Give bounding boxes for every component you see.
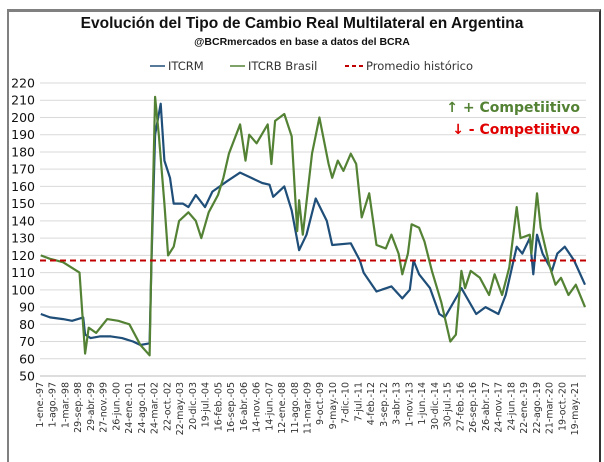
x-tick-label: 22-ago.-19 [532, 382, 543, 434]
x-tick-label: 29-abr.-99 [86, 382, 97, 431]
y-axis: 50 60 70 80 90 100 110 120 130 140 150 160 170 180 190… [11, 76, 35, 384]
y-tick-label: 220 [11, 76, 35, 91]
chart-subtitle: @BCRmercados en base a datos del BCRA [194, 36, 410, 48]
x-tick-label: 24-nov.-17 [494, 382, 505, 433]
x-tick-label: 19-may.-21 [570, 382, 581, 435]
x-tick-label: 20-dic.-03 [188, 382, 199, 430]
x-tick-label: 26-sep.-16 [468, 382, 479, 433]
x-tick-label: 3-abr.-13 [392, 382, 403, 425]
chart: Evolución del Tipo de Cambio Real Multil… [11, 15, 587, 435]
x-tick-label: 11-ago.-08 [290, 382, 301, 434]
y-tick-label: 170 [11, 162, 35, 177]
x-tick-label: 26-jun.-00 [111, 382, 122, 431]
y-tick-label: 130 [11, 231, 35, 246]
annotation-less-competitive: ↓ - Competiitivo [452, 122, 580, 138]
x-tick-label: 16-sep.-05 [226, 382, 237, 433]
x-tick-label: 9-oct.-09 [315, 382, 326, 425]
legend-label: Promedio histórico [366, 59, 473, 73]
x-tick-label: 26-abr.-17 [481, 382, 492, 431]
x-tick-label: 24-jun.-18 [506, 382, 517, 431]
y-tick-label: 90 [19, 300, 35, 315]
y-tick-label: 180 [11, 144, 35, 159]
x-tick-label: 16-abr.-06 [239, 382, 250, 431]
x-tick-label: 30-jul.-15 [443, 382, 454, 427]
x-tick-label: 16-feb.-05 [213, 382, 224, 431]
chart-title: Evolución del Tipo de Cambio Real Multil… [81, 15, 524, 32]
x-axis: 1-ene.-97 1-ago.-97 1-mar.-98 29-sep.-98 29-… [35, 382, 581, 435]
x-tick-label: 27-nov.-99 [99, 382, 110, 433]
annotation-more-competitive: ↑ + Competiitivo [446, 100, 580, 116]
y-tick-label: 160 [11, 179, 35, 194]
x-tick-label: 12-ene.-08 [277, 382, 288, 434]
y-tick-label: 80 [19, 317, 35, 332]
x-tick-label: 24-mar.-02 [150, 382, 161, 434]
legend-label: ITCRB Brasil [248, 59, 317, 73]
x-tick-label: 1-nov.-13 [404, 382, 415, 427]
y-tick-label: 70 [19, 334, 35, 349]
x-tick-label: 1-ene.-97 [35, 382, 46, 428]
chart-frame [7, 9, 601, 462]
legend-label: ITCRM [168, 59, 204, 73]
y-tick-label: 50 [19, 369, 35, 384]
x-tick-label: 7-dic.-10 [341, 382, 352, 424]
y-tick-label: 60 [19, 351, 35, 366]
series-lines [40, 95, 587, 357]
x-tick-label: 22-oct.-02 [162, 382, 173, 431]
x-tick-label: 14-nov.-06 [252, 382, 263, 433]
x-tick-label: 24-ago.-01 [137, 382, 148, 434]
x-tick-label: 1-mar.-98 [60, 382, 71, 428]
y-tick-label: 150 [11, 196, 35, 211]
y-tick-label: 110 [11, 265, 35, 280]
x-tick-label: 7-jul.-11 [353, 382, 364, 421]
x-tick-label: 1-jun.-14 [417, 382, 428, 425]
x-tick-label: 3-sep.-12 [379, 382, 390, 427]
y-tick-label: 100 [11, 282, 35, 297]
x-tick-label: 30-dic.-14 [430, 382, 441, 430]
x-tick-label: 21-mar.-20 [545, 382, 556, 434]
x-tick-label: 22-ene.-19 [519, 382, 530, 434]
x-tick-label: 19-jul.-04 [201, 382, 212, 427]
x-tick-label: 19-oct.-20 [557, 382, 568, 431]
x-tick-label: 24-ene.-01 [124, 382, 135, 434]
x-tick-label: 4-feb.-12 [366, 382, 377, 425]
x-tick-label: 27-feb.-16 [455, 382, 466, 431]
series-line-itcrb-brasil [40, 95, 587, 357]
x-tick-label: 29-sep.-98 [73, 382, 84, 433]
x-tick-label: 1-ago.-97 [48, 382, 59, 428]
legend: ITCRM ITCRB Brasil Promedio histórico [150, 59, 473, 73]
series-line-itcrm [40, 102, 587, 347]
y-tick-label: 190 [11, 127, 35, 142]
x-tick-label: 14-jun.-07 [264, 382, 275, 431]
y-tick-label: 210 [11, 93, 35, 108]
y-tick-label: 120 [11, 248, 35, 263]
x-tick-label: 22-may.-03 [175, 382, 186, 435]
x-tick-label: 11-mar.-09 [303, 382, 314, 434]
y-tick-label: 200 [11, 110, 35, 125]
y-tick-label: 140 [11, 213, 35, 228]
x-tick-label: 9-may.-10 [328, 382, 339, 429]
